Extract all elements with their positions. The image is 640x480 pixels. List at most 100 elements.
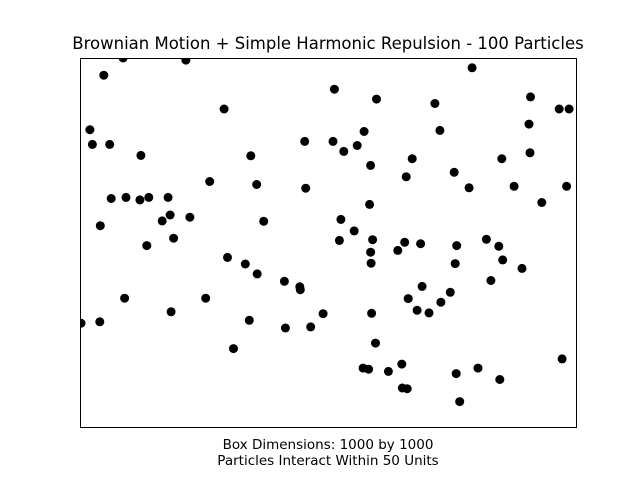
particle-point: [169, 233, 179, 243]
particle-point: [417, 281, 427, 291]
particle-point: [95, 317, 105, 327]
particle-point: [95, 221, 105, 231]
particle-point: [87, 139, 97, 149]
particle-point: [481, 234, 491, 244]
data-points: [81, 59, 574, 407]
particle-point: [368, 235, 378, 245]
particle-point: [366, 258, 376, 268]
particle-point: [219, 104, 229, 114]
particle-point: [397, 359, 407, 369]
particle-point: [366, 160, 376, 170]
particle-point: [349, 226, 359, 236]
x-axis-label-line-2: Particles Interact Within 50 Units: [217, 453, 438, 469]
particle-point: [118, 59, 128, 63]
particle-point: [163, 192, 173, 202]
particle-point: [486, 276, 496, 285]
particle-point: [424, 308, 434, 318]
particle-point: [562, 181, 572, 191]
particle-point: [334, 235, 344, 245]
particle-point: [142, 241, 152, 251]
particle-point: [412, 305, 422, 315]
particle-point: [554, 104, 564, 114]
particle-point: [223, 252, 232, 262]
particle-point: [430, 99, 440, 108]
particle-point: [85, 125, 95, 135]
particle-point: [564, 104, 574, 114]
particle-point: [464, 183, 474, 193]
particle-point: [445, 287, 455, 297]
particle-point: [105, 139, 115, 149]
particle-point: [407, 154, 417, 164]
particle-point: [383, 366, 393, 376]
particle-point: [452, 241, 462, 251]
particle-point: [498, 255, 508, 265]
particle-point: [352, 141, 362, 150]
particle-point: [371, 338, 380, 348]
particle-point: [329, 84, 339, 94]
particle-point: [400, 237, 410, 247]
particle-point: [451, 369, 461, 379]
particle-point: [416, 239, 426, 249]
particle-point: [339, 146, 349, 156]
x-axis-label-line-1: Box Dimensions: 1000 by 1000: [223, 437, 434, 453]
particle-point: [205, 177, 215, 186]
particle-point: [524, 119, 534, 129]
particle-point: [246, 151, 256, 161]
particle-point: [537, 198, 547, 207]
particle-point: [455, 397, 465, 407]
particle-point: [185, 212, 195, 222]
particle-point: [402, 384, 412, 394]
particle-point: [240, 259, 250, 269]
particle-point: [252, 269, 262, 279]
particle-point: [165, 210, 175, 220]
particle-point: [201, 293, 211, 303]
particle-point: [526, 92, 535, 102]
particle-point: [157, 216, 167, 226]
particle-point: [358, 363, 368, 373]
particle-point: [403, 294, 413, 304]
particle-point: [494, 241, 504, 251]
particle-point: [244, 315, 254, 325]
particle-point: [359, 127, 369, 136]
particle-point: [121, 192, 131, 202]
chart-title: Brownian Motion + Simple Harmonic Repuls…: [72, 34, 583, 53]
particle-point: [467, 63, 477, 73]
particle-point: [318, 309, 328, 319]
particle-point: [365, 199, 375, 209]
particle-point: [144, 192, 154, 202]
particle-point: [509, 181, 519, 191]
particle-point: [306, 322, 316, 332]
particle-point: [366, 247, 376, 257]
particle-point: [401, 172, 411, 182]
particle-point: [517, 263, 527, 273]
particle-point: [166, 307, 176, 317]
particle-point: [106, 194, 116, 203]
particle-point: [450, 259, 460, 269]
particle-point: [449, 167, 459, 177]
particle-point: [135, 195, 145, 205]
particle-point: [120, 293, 130, 303]
particle-point: [280, 323, 290, 333]
particle-point: [497, 154, 507, 164]
particle-point: [435, 125, 445, 135]
particle-point: [372, 94, 381, 104]
particle-point: [81, 318, 86, 328]
particle-point: [252, 180, 262, 189]
particle-point: [279, 276, 289, 286]
particle-point: [393, 245, 403, 255]
particle-point: [328, 136, 338, 146]
particle-point: [300, 136, 310, 146]
particle-point: [301, 183, 311, 193]
particle-point: [525, 148, 535, 158]
particle-point: [367, 308, 377, 318]
plot-area: [80, 58, 577, 428]
particle-point: [473, 363, 483, 373]
particle-point: [229, 344, 238, 354]
particle-point: [336, 214, 346, 224]
particle-point: [99, 70, 109, 80]
particle-point: [181, 59, 191, 65]
particle-point: [259, 216, 269, 226]
particle-point: [295, 285, 305, 295]
particle-point: [436, 297, 446, 307]
